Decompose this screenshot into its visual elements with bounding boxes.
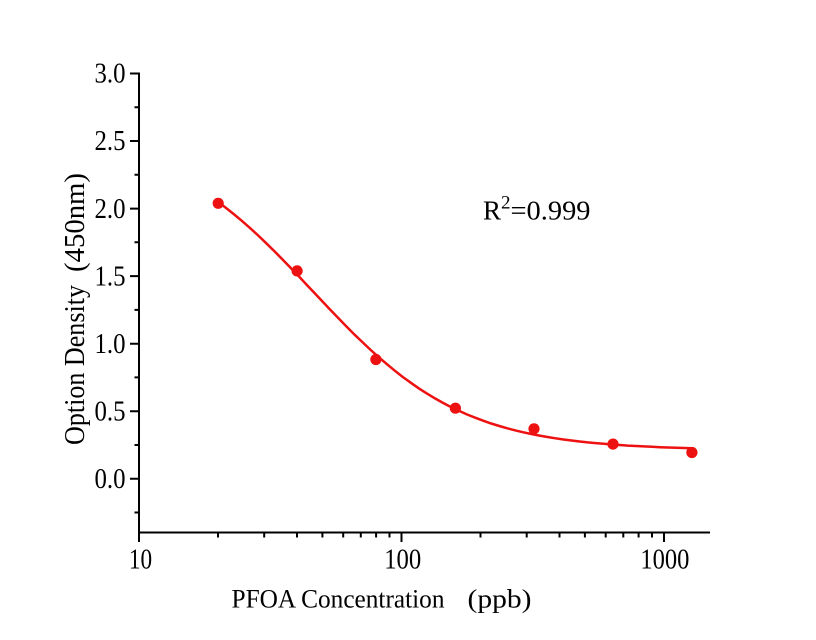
svg-text:1.0: 1.0: [95, 329, 126, 360]
svg-text:R2=0.999: R2=0.999: [483, 193, 591, 226]
svg-text:1000: 1000: [640, 545, 689, 576]
svg-text:1.5: 1.5: [95, 261, 126, 292]
svg-text:2.0: 2.0: [95, 194, 126, 225]
svg-text:Option Density(450nm): Option Density(450nm): [60, 173, 91, 445]
svg-text:100: 100: [384, 545, 421, 576]
svg-text:2.5: 2.5: [95, 126, 126, 157]
svg-text:0.5: 0.5: [95, 396, 126, 427]
svg-text:PFOA Concentration(ppb): PFOA Concentration (ppb): [232, 584, 532, 614]
svg-text:0.0: 0.0: [95, 464, 126, 495]
svg-text:10: 10: [129, 545, 152, 576]
svg-text:3.0: 3.0: [95, 59, 126, 90]
